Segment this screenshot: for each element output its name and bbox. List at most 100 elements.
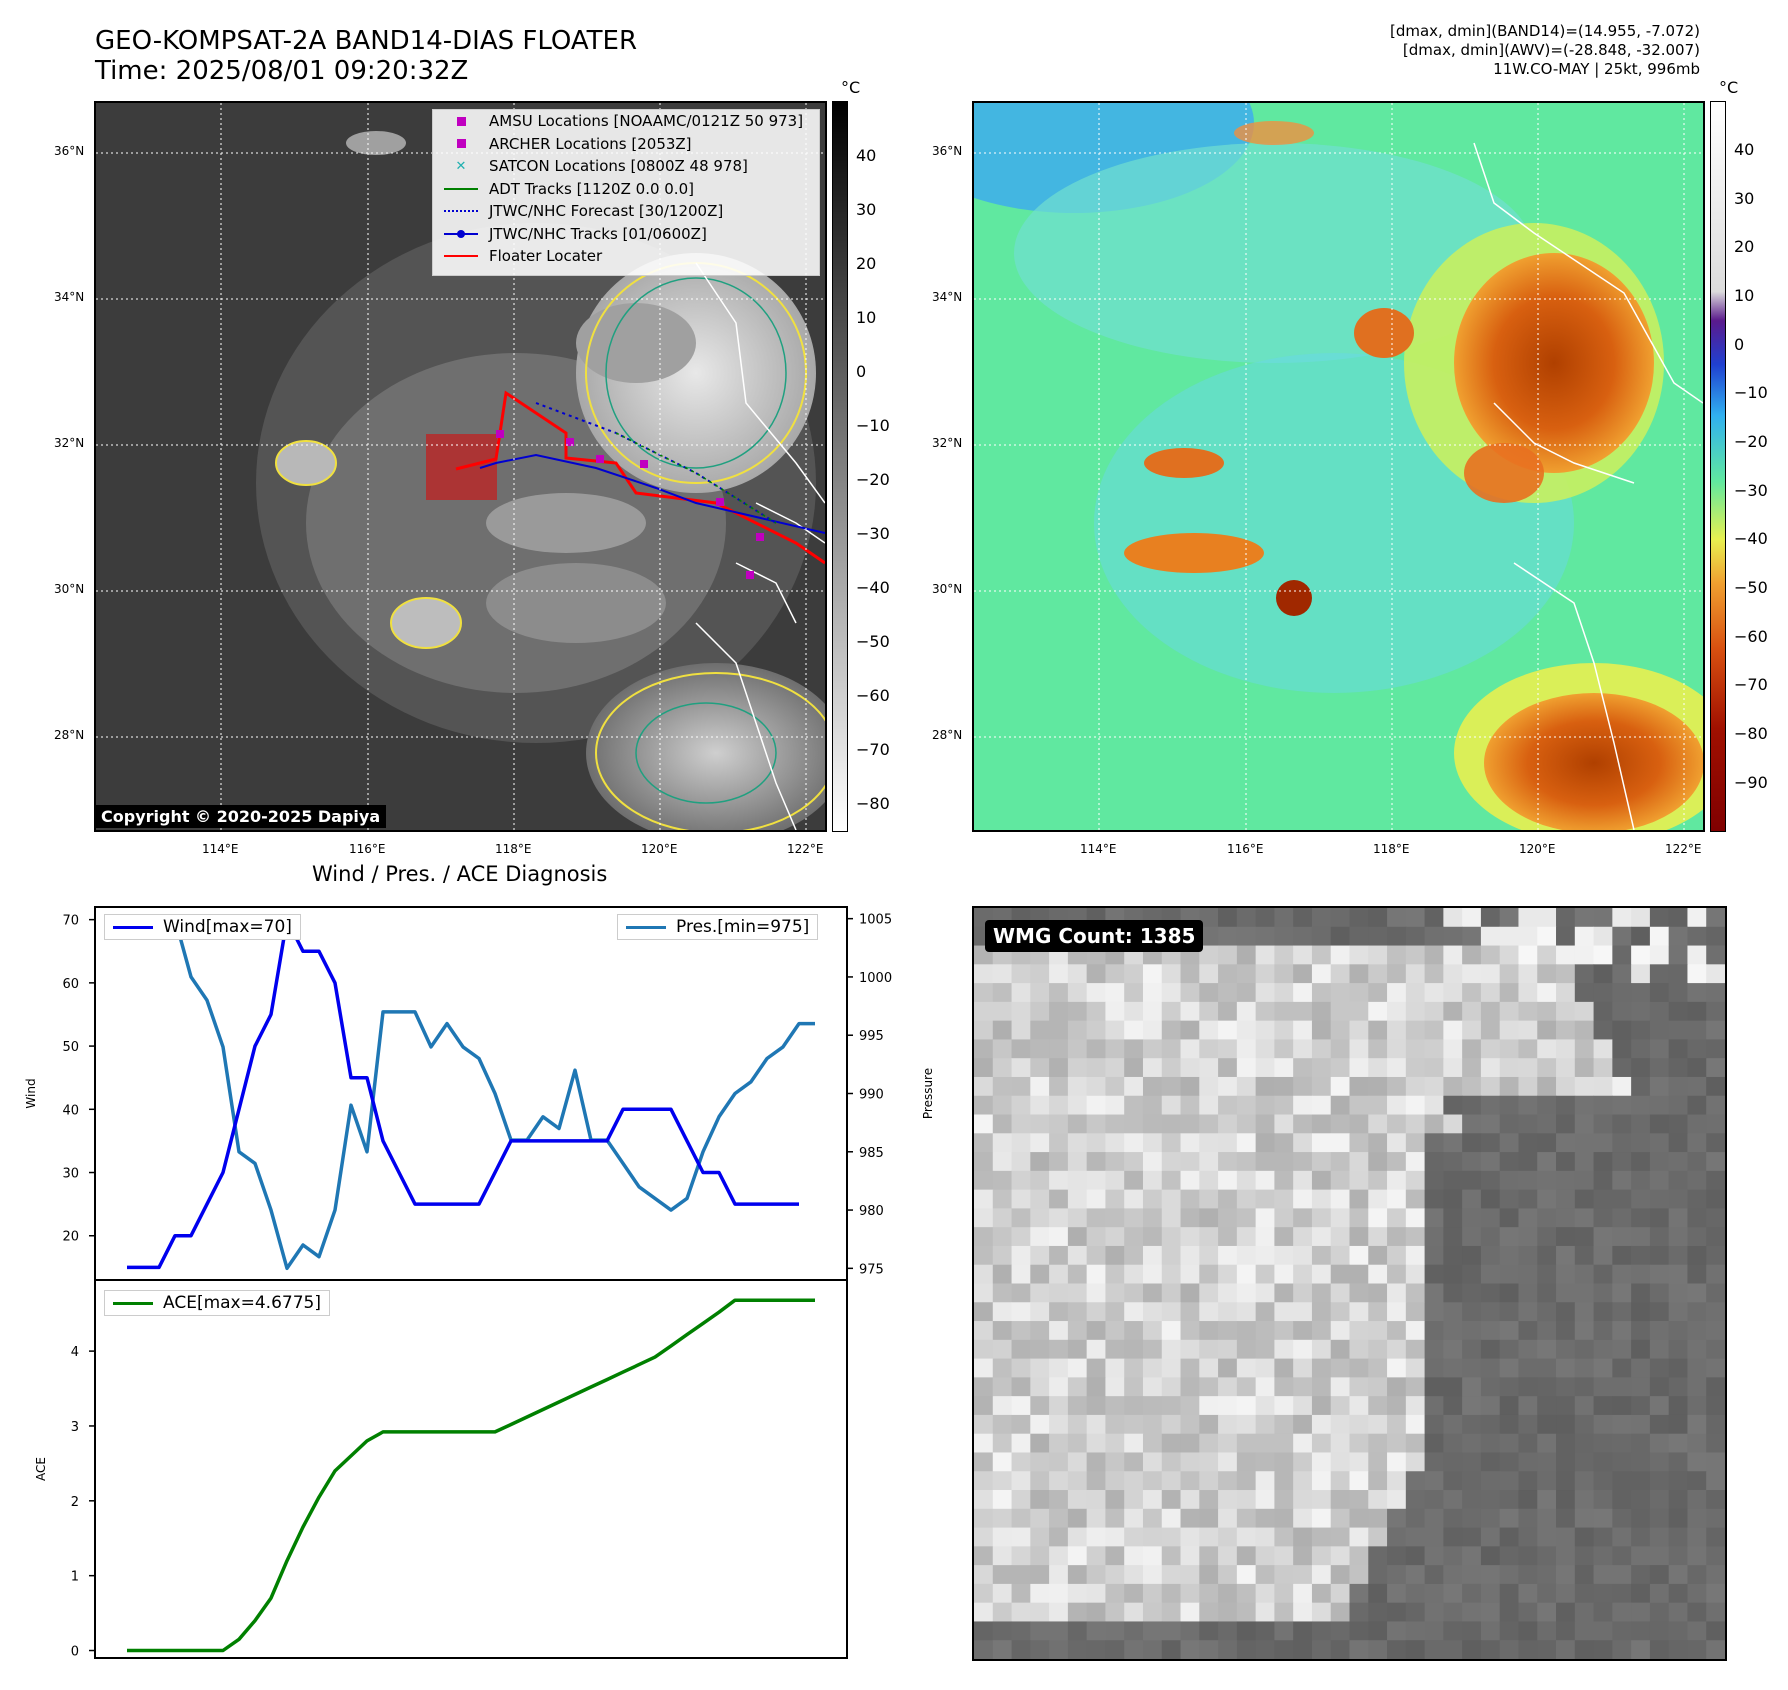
wmg-pixel: [1293, 1414, 1313, 1435]
wmg-pixel: [1387, 964, 1407, 984]
legend-amsu: AMSU Locations [NOAAMC/0121Z 50 973]: [433, 110, 819, 133]
wmg-pixel: [1612, 1302, 1632, 1322]
wmg-pixel: [1687, 1321, 1707, 1341]
wmg-pixel: [1236, 926, 1257, 947]
wmg-pixel: [1086, 1396, 1106, 1416]
wmg-pixel: [1405, 1602, 1426, 1622]
wmg-pixel: [1405, 1283, 1426, 1303]
wmg-pixel: [1499, 1208, 1519, 1228]
wmg-pixel: [1631, 1095, 1651, 1116]
wmg-pixel: [1199, 1396, 1219, 1416]
wmg-pixel: [992, 1339, 1013, 1360]
pressure-tick-label: 975: [859, 1262, 884, 1277]
wmg-pixel: [1443, 1339, 1463, 1360]
wmg-pixel: [974, 1170, 994, 1191]
wmg-pixel: [1499, 1452, 1519, 1472]
wmg-pixel: [1556, 1565, 1576, 1585]
wmg-pixel: [992, 1039, 1013, 1059]
wmg-pixel: [1199, 1414, 1219, 1435]
wmg-pixel: [1649, 1508, 1670, 1529]
wmg-pixel: [1311, 1227, 1332, 1247]
wmg-pixel: [992, 1321, 1013, 1341]
wmg-pixel: [1537, 1095, 1557, 1116]
wmg-pixel: [1180, 1245, 1200, 1266]
wmg-pixel: [1049, 1208, 1069, 1228]
wmg-pixel: [1443, 983, 1463, 1003]
wmg-pixel: [1387, 945, 1407, 965]
wmg-pixel: [1556, 1133, 1576, 1153]
wmg-pixel: [1368, 1189, 1388, 1209]
wmg-pixel: [1124, 1321, 1144, 1341]
wmg-pixel: [1424, 1377, 1444, 1397]
wmg-pixel: [1142, 1396, 1163, 1416]
wmg-pixel: [1556, 1302, 1576, 1322]
wmg-pixel: [1011, 1583, 1031, 1604]
wmg-pixel: [1612, 1490, 1632, 1510]
wmg-pixel: [1180, 1377, 1200, 1397]
wmg-pixel: [1574, 1076, 1595, 1097]
wmg-pixel: [1518, 1490, 1538, 1510]
wmg-pixel: [1405, 1208, 1426, 1228]
wmg-pixel: [1499, 1095, 1519, 1116]
wmg-pixel: [1649, 1471, 1670, 1491]
wmg-count-label: WMG Count: 1385: [985, 920, 1204, 952]
wmg-pixel: [1612, 926, 1632, 947]
wmg-pixel: [1462, 926, 1482, 947]
wmg-pixel: [1067, 1283, 1088, 1303]
wmg-pixel: [1387, 1433, 1407, 1453]
wmg-pixel: [1649, 1039, 1670, 1059]
wmg-pixel: [1518, 1565, 1538, 1585]
wmg-pixel: [1330, 964, 1350, 984]
wmg-pixel: [1387, 1621, 1407, 1641]
wmg-pixel: [1706, 1546, 1725, 1566]
wmg-pixel: [1199, 1583, 1219, 1604]
wmg-pixel: [1556, 964, 1576, 984]
wmg-pixel: [1480, 1490, 1501, 1510]
wmg-pixel: [1218, 1170, 1238, 1191]
wmg-pixel: [1499, 1433, 1519, 1453]
colorbar-tick: −70: [1734, 675, 1768, 694]
wmg-pixel: [1311, 1001, 1332, 1022]
wmg-pixel: [1518, 1527, 1538, 1547]
wmg-pixel: [1499, 1227, 1519, 1247]
wmg-pixel: [1293, 1133, 1313, 1153]
wmg-pixel: [1537, 1527, 1557, 1547]
wmg-pixel: [1612, 1640, 1632, 1659]
wmg-pixel: [1405, 945, 1426, 965]
wmg-pixel: [1593, 1189, 1613, 1209]
wmg-pixel: [1124, 1020, 1144, 1040]
lat-label: 32°N: [54, 436, 85, 450]
wmg-pixel: [1199, 1339, 1219, 1360]
wmg-pixel: [1462, 1170, 1482, 1191]
wmg-pixel: [1462, 1076, 1482, 1097]
wmg-pixel: [1443, 1640, 1463, 1659]
colorbar-tick: 0: [1734, 335, 1745, 354]
wmg-pixel: [1518, 1358, 1538, 1378]
wmg-pixel: [1030, 1414, 1050, 1435]
wmg-pixel: [1387, 1227, 1407, 1247]
wmg-pixel: [1142, 983, 1163, 1003]
colorbar-tick: −80: [856, 794, 890, 813]
wmg-pixel: [1668, 1058, 1688, 1078]
wmg-pixel: [1612, 1471, 1632, 1491]
wmg-pixel: [1199, 1490, 1219, 1510]
wmg-pixel: [1405, 1039, 1426, 1059]
wmg-pixel: [1349, 1076, 1369, 1097]
wind-tick-label: 50: [62, 1040, 79, 1055]
wmg-pixel: [1086, 1020, 1106, 1040]
wmg-pixel: [1574, 1527, 1595, 1547]
wmg-pixel: [1330, 1452, 1350, 1472]
wmg-pixel: [1537, 1377, 1557, 1397]
wmg-pixel: [1086, 1076, 1106, 1097]
info-awv-range: [dmax, dmin](AWV)=(-28.848, -32.007): [1402, 41, 1700, 59]
wmg-pixel: [1274, 1490, 1294, 1510]
wmg-pixel: [1086, 1302, 1106, 1322]
wmg-pixel: [1218, 1058, 1238, 1078]
wmg-pixel: [1480, 1602, 1501, 1622]
wmg-pixel: [992, 983, 1013, 1003]
wmg-pixel: [1349, 1189, 1369, 1209]
wmg-pixel: [1593, 1227, 1613, 1247]
wmg-pixel: [1105, 1095, 1125, 1116]
wmg-pixel: [1649, 1377, 1670, 1397]
wmg-pixel: [1687, 1152, 1707, 1172]
